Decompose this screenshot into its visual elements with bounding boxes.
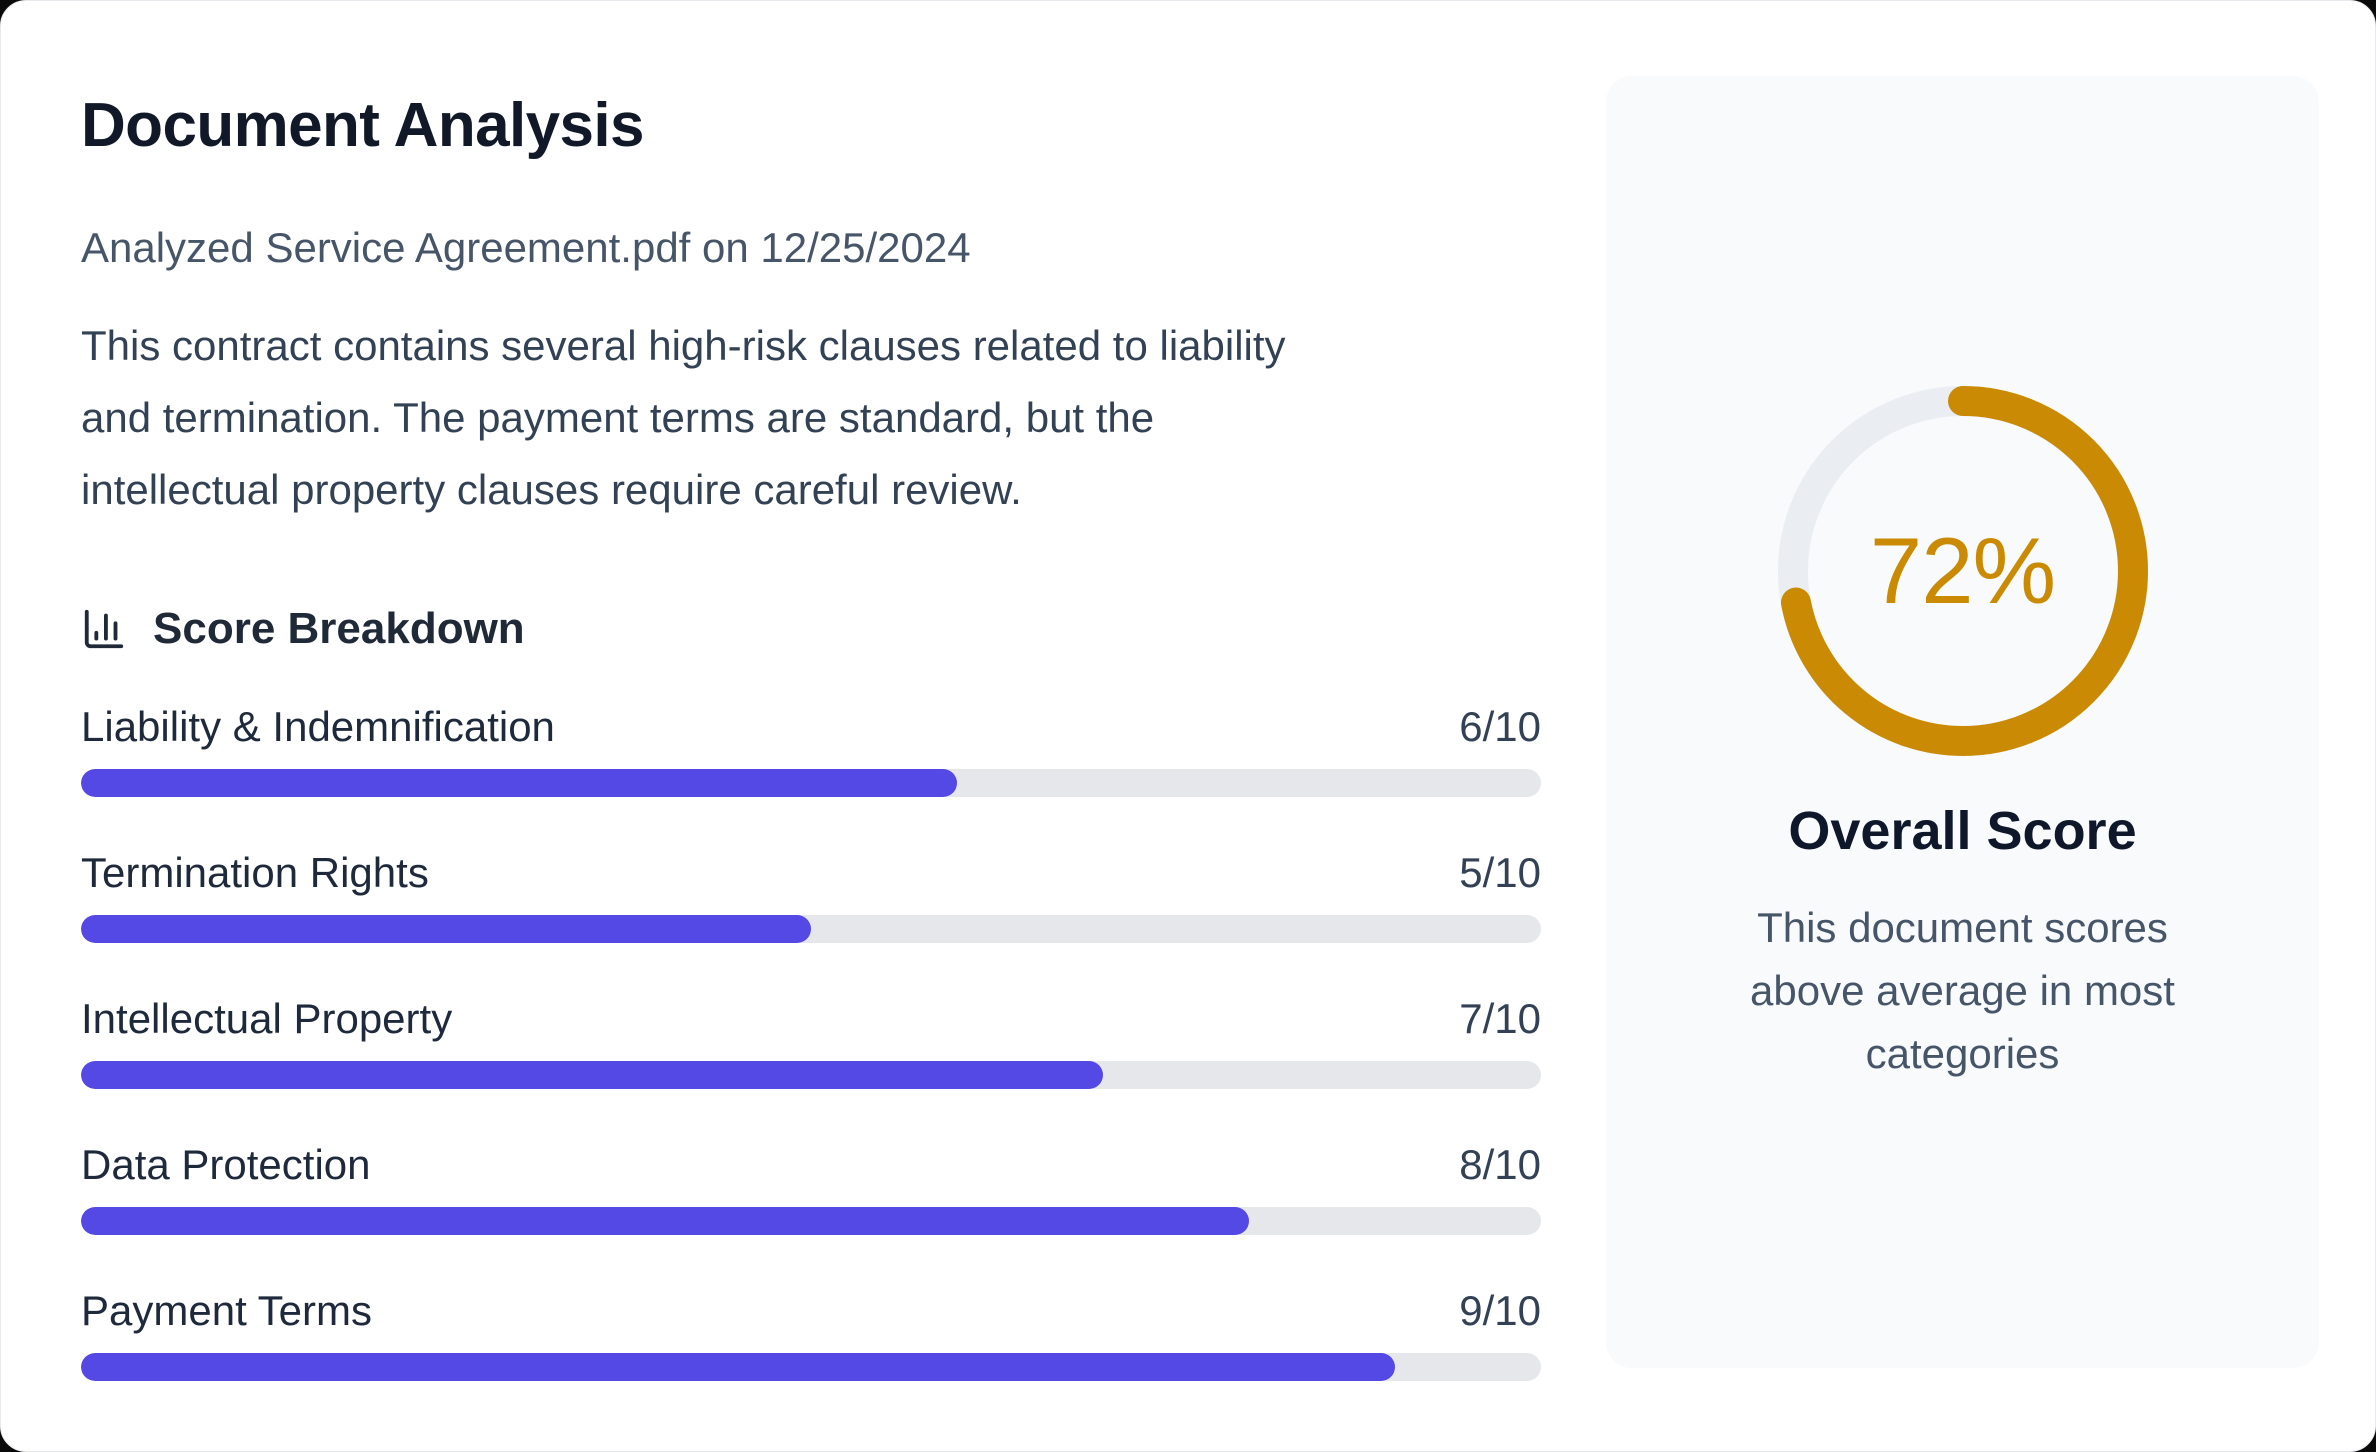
analysis-summary: This contract contains several high-risk… (81, 321, 1286, 513)
analysis-subtitle: Analyzed Service Agreement.pdf on 12/25/… (81, 224, 971, 272)
score-breakdown-title: Score Breakdown (153, 603, 525, 653)
score-row-value: 9/10 (1459, 1287, 1541, 1335)
score-row-label: Termination Rights (81, 849, 429, 897)
score-bar-fill (81, 1206, 1249, 1235)
score-row-label: Data Protection (81, 1141, 371, 1189)
score-bar-track (81, 1060, 1541, 1089)
bar-chart-icon (81, 606, 127, 652)
score-row-value: 8/10 (1459, 1141, 1541, 1189)
score-row-value: 6/10 (1459, 703, 1541, 751)
score-bar-fill (81, 768, 957, 797)
page-title: Document Analysis (81, 91, 644, 160)
score-row: Intellectual Property 7/10 (81, 992, 1541, 1089)
overall-score-percent: 72% (1869, 518, 2056, 623)
score-bar-fill (81, 1352, 1395, 1381)
score-bar-track (81, 1206, 1541, 1235)
score-row-value: 5/10 (1459, 849, 1541, 897)
overall-score-description: This document scores above average in mo… (1750, 904, 2175, 1077)
score-breakdown-header: Score Breakdown (81, 604, 1541, 654)
score-row: Termination Rights 5/10 (81, 846, 1541, 943)
score-breakdown-list: Liability & Indemnification 6/10 Termina… (81, 700, 1541, 1381)
score-row-value: 7/10 (1459, 995, 1541, 1043)
overall-score-gauge: 72% (1777, 386, 2148, 756)
score-row-label: Intellectual Property (81, 995, 453, 1043)
score-bar-track (81, 914, 1541, 943)
score-row: Liability & Indemnification 6/10 (81, 700, 1541, 797)
score-row-label: Liability & Indemnification (81, 703, 555, 751)
score-bar-track (81, 768, 1541, 797)
score-row: Payment Terms 9/10 (81, 1284, 1541, 1381)
score-bar-track (81, 1352, 1541, 1381)
progress-ring-icon (1777, 386, 2148, 756)
score-row: Data Protection 8/10 (81, 1138, 1541, 1235)
score-row-label: Payment Terms (81, 1287, 372, 1335)
overall-score-panel: 72% Overall Score This document scores a… (1606, 76, 2319, 1368)
score-bar-fill (81, 1060, 1103, 1089)
score-bar-fill (81, 914, 811, 943)
overall-score-title: Overall Score (1788, 801, 2137, 861)
analysis-main: Document Analysis Analyzed Service Agree… (81, 76, 1541, 1451)
